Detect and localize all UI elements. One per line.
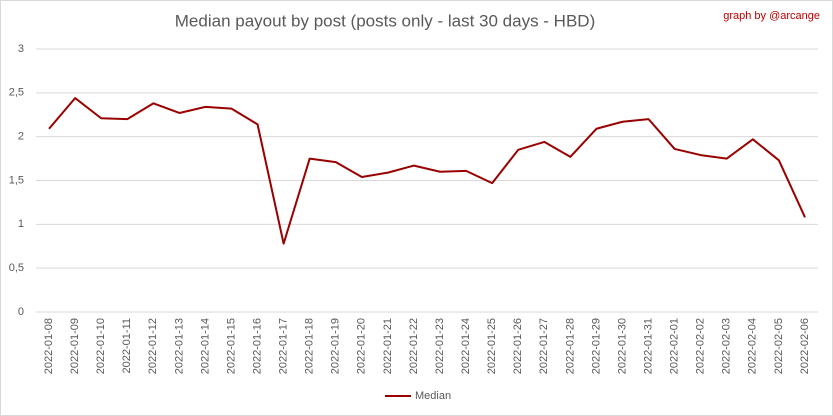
x-tick-label: 2022-01-16	[251, 318, 263, 374]
x-tick-label: 2022-01-31	[642, 318, 654, 374]
y-tick-label: 0,5	[9, 262, 24, 274]
x-tick-label: 2022-01-21	[382, 318, 394, 374]
x-tick-label: 2022-01-22	[408, 318, 420, 374]
y-tick-label: 1	[18, 218, 24, 230]
x-tick-label: 2022-01-13	[173, 318, 185, 374]
x-tick-label: 2022-02-02	[695, 318, 707, 374]
x-tick-label: 2022-02-06	[799, 318, 811, 374]
x-tick-label: 2022-01-12	[147, 318, 159, 374]
x-tick-label: 2022-01-25	[486, 318, 498, 374]
x-tick-label: 2022-01-08	[43, 318, 55, 374]
x-tick-label: 2022-02-03	[721, 318, 733, 374]
annotation: graph by @arcange	[723, 10, 820, 22]
legend-label: Median	[415, 390, 451, 402]
x-tick-label: 2022-01-27	[538, 318, 550, 374]
x-tick-label: 2022-01-24	[460, 318, 472, 374]
x-tick-label: 2022-01-11	[121, 318, 133, 373]
x-tick-label: 2022-01-28	[564, 318, 576, 374]
x-tick-label: 2022-01-30	[616, 318, 628, 374]
x-tick-label: 2022-02-04	[747, 318, 759, 374]
x-tick-label: 2022-01-23	[434, 318, 446, 374]
chart-title: Median payout by post (posts only - last…	[175, 11, 595, 30]
y-tick-label: 2	[18, 131, 24, 143]
y-tick-label: 3	[18, 43, 24, 55]
x-tick-label: 2022-01-17	[278, 318, 290, 374]
x-tick-label: 2022-02-01	[669, 318, 681, 374]
x-tick-label: 2022-01-26	[512, 318, 524, 374]
x-tick-label: 2022-01-20	[356, 318, 368, 374]
x-tick-label: 2022-01-19	[330, 318, 342, 374]
x-tick-label: 2022-01-10	[95, 318, 107, 374]
x-tick-label: 2022-01-14	[199, 318, 211, 374]
x-tick-label: 2022-01-29	[590, 318, 602, 374]
x-tick-label: 2022-01-15	[225, 318, 237, 374]
y-tick-label: 2,5	[9, 87, 24, 99]
x-tick-label: 2022-01-18	[304, 318, 316, 374]
y-tick-label: 0	[18, 306, 24, 318]
x-tick-label: 2022-01-09	[69, 318, 81, 374]
series-line	[48, 97, 806, 245]
x-tick-label: 2022-02-05	[773, 318, 785, 374]
y-tick-label: 1,5	[9, 174, 24, 186]
